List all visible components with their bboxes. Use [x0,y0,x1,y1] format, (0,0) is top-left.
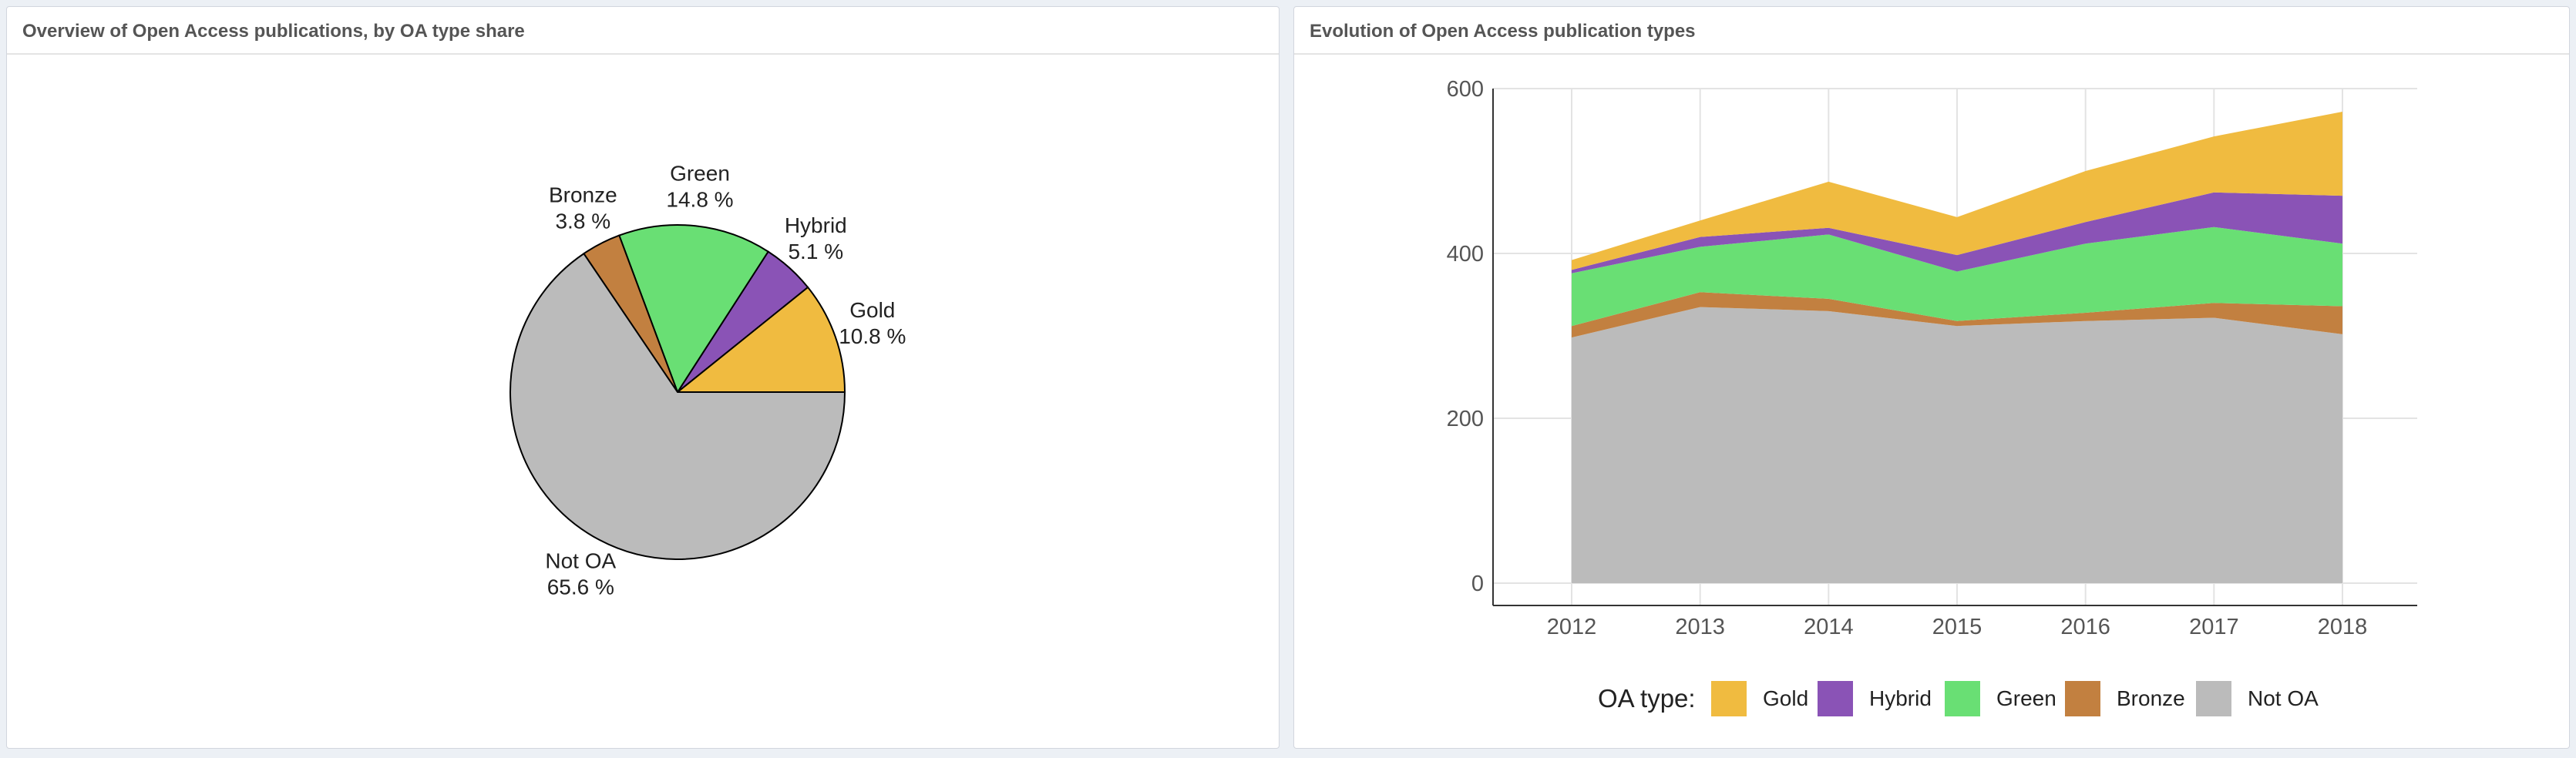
pie-label-gold: Gold [849,298,895,322]
area-panel: Evolution of Open Access publication typ… [1293,6,2570,749]
pie-value-bronze: 3.8 % [555,210,610,233]
y-tick-label-600: 600 [1447,77,1484,102]
legend-label-green: Green [1996,686,2056,710]
area-series-bronze [1572,292,2342,338]
pie-value-not-oa: 65.6 % [547,575,614,599]
pie-slice-gold [675,286,846,393]
area-series-gold [1572,112,2342,270]
legend-label-not-oa: Not OA [2248,686,2319,710]
x-tick-label-2012: 2012 [1547,615,1597,639]
y-tick-label-0: 0 [1471,572,1484,596]
x-tick-label-2016: 2016 [2060,615,2110,639]
pie-label-green: Green [670,162,730,186]
pie-panel-title: Overview of Open Access publications, by… [7,7,1279,55]
pie-value-gold: 10.8 % [839,324,906,348]
area-series-not-oa [1572,307,2342,583]
y-tick-label-400: 400 [1447,242,1484,267]
legend-label-hybrid: Hybrid [1869,686,1932,710]
legend: OA type: Gold Hybrid Green Bronze Not OA [1598,681,2319,716]
pie-slice-green [618,224,769,394]
pie-panel: Overview of Open Access publications, by… [6,6,1280,749]
legend-label-bronze: Bronze [2117,686,2185,710]
pie-value-hybrid: 5.1 % [788,240,843,263]
pie-label-bronze: Bronze [549,183,617,207]
y-tick-label-200: 200 [1447,407,1484,431]
x-tick-label-2015: 2015 [1932,615,1982,639]
x-tick-label-2017: 2017 [2189,615,2239,639]
legend-swatch-not-oa [2196,681,2231,716]
legend-swatch-green [1945,681,1980,716]
pie-label-hybrid: Hybrid [785,213,847,237]
pie-slice-not-oa [509,252,846,560]
pie-value-green: 14.8 % [666,188,733,212]
area-chart: 0 200 400 600 2012 2013 2014 2015 2016 2017 2018 OA… [1447,77,2417,716]
area-panel-title: Evolution of Open Access publication typ… [1294,7,2569,55]
area-series-hybrid [1572,192,2342,273]
legend-title: OA type: [1598,684,1696,713]
x-tick-label-2014: 2014 [1804,615,1854,639]
legend-swatch-gold [1711,681,1747,716]
area-series-green [1572,226,2342,327]
legend-swatch-bronze [2065,681,2100,716]
legend-label-gold: Gold [1763,686,1808,710]
x-tick-label-2013: 2013 [1675,615,1725,639]
x-tick-label-2018: 2018 [2318,615,2368,639]
pie-label-not-oa: Not OA [545,549,616,573]
legend-swatch-hybrid [1818,681,1853,716]
